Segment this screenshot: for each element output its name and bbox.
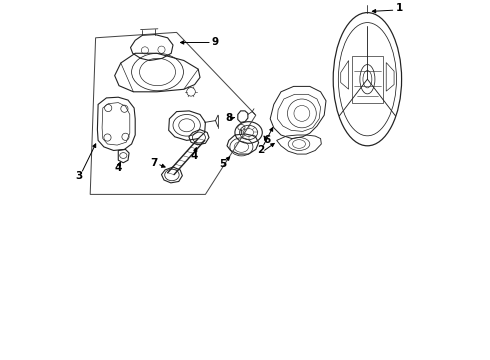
Text: 5: 5 xyxy=(219,159,226,169)
Text: 9: 9 xyxy=(212,37,219,48)
Text: 7: 7 xyxy=(150,158,158,168)
Text: 4: 4 xyxy=(115,163,122,174)
Text: 8: 8 xyxy=(225,113,232,123)
Text: 4: 4 xyxy=(190,150,197,161)
Text: 3: 3 xyxy=(75,171,82,181)
Text: 2: 2 xyxy=(257,145,264,156)
Text: 6: 6 xyxy=(264,135,271,145)
Text: 1: 1 xyxy=(395,3,403,13)
